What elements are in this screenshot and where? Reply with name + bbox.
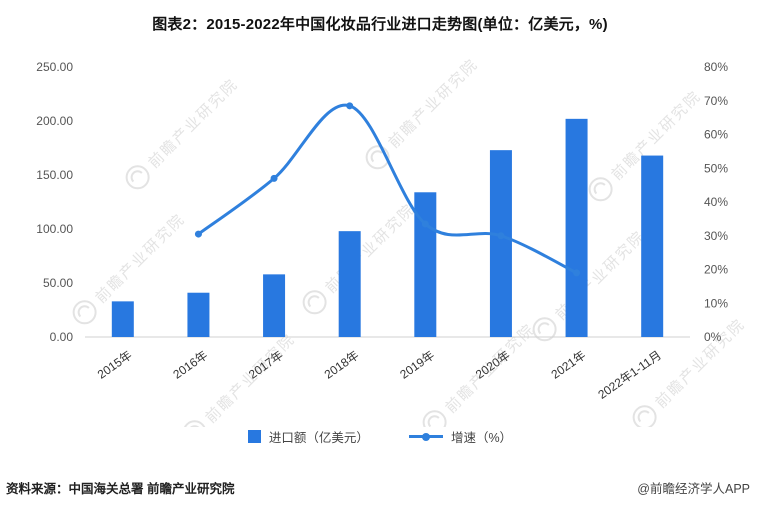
category-label: 2015年 [95,348,135,382]
left-axis-labels: 0.00 50.00 100.00 150.00 200.00 250.00 [36,60,73,344]
bar-legend-swatch [247,430,261,443]
left-tick-label: 150.00 [36,168,73,182]
bar [641,155,664,337]
chart-title: 图表2：2015-2022年中国化妆品行业进口走势图(单位：亿美元，%) [152,16,608,33]
right-tick-label: 10% [704,296,728,310]
category-label: 2022年1-11月 [595,348,664,402]
bar [187,292,210,337]
watermark-text: 前瞻产业研究院 [652,315,749,412]
legend: 进口额（亿美元） 增速（%） [0,427,760,446]
bar [263,274,286,337]
line-point [573,269,581,277]
right-tick-label: 0% [704,330,722,344]
left-tick-label: 250.00 [36,60,73,74]
bar [111,301,134,337]
right-tick-label: 80% [704,60,728,74]
left-tick-label: 0.00 [50,330,74,344]
bars-series [111,118,664,337]
right-tick-label: 50% [704,161,728,175]
legend-item-imports: 进口额（亿美元） [247,427,369,446]
category-labels: 2015年 2016年 2017年 2018年 2019年 2020年 2021年 2022年… [95,348,664,402]
legend-label-growth: 增速（%） [450,431,513,445]
watermark-text: 前瞻产业研究院 [385,55,482,152]
category-label: 2021年 [549,348,589,382]
watermark-text: 前瞻产业研究院 [145,75,242,172]
bar [489,150,512,337]
legend-item-growth: 增速（%） [408,427,513,446]
watermark-text: 前瞻产业研究院 [322,200,419,297]
right-tick-label: 60% [704,128,728,142]
line-point [270,174,278,182]
line-point [346,102,354,110]
footer: 资料来源：中国海关总署 前瞻产业研究院 @前瞻经济学人APP [0,478,760,507]
line-legend-dot [421,432,430,441]
right-tick-label: 30% [704,229,728,243]
line-legend-swatch [408,432,443,441]
bar [565,118,588,337]
growth-line [196,103,579,275]
category-label: 2016年 [170,348,210,382]
left-tick-label: 50.00 [43,276,73,290]
line-point [421,220,429,228]
bar [338,231,361,337]
category-label: 2018年 [322,348,362,382]
line-point [497,232,505,240]
category-label: 2019年 [397,348,437,382]
left-tick-label: 200.00 [36,114,73,128]
source-text: 资料来源：中国海关总署 前瞻产业研究院 [6,482,235,496]
line-point [194,230,202,238]
right-tick-label: 70% [704,94,728,108]
legend-label-imports: 进口额（亿美元） [268,431,369,445]
right-tick-label: 20% [704,263,728,277]
watermark-text: 前瞻产业研究院 [202,330,299,427]
left-tick-label: 100.00 [36,222,73,236]
credit-text: @前瞻经济学人APP [637,482,750,496]
watermark-text: 前瞻产业研究院 [92,210,189,307]
right-axis-labels: 0% 10% 20% 30% 40% 50% 60% 70% 80% [704,60,728,344]
right-tick-label: 40% [704,195,728,209]
